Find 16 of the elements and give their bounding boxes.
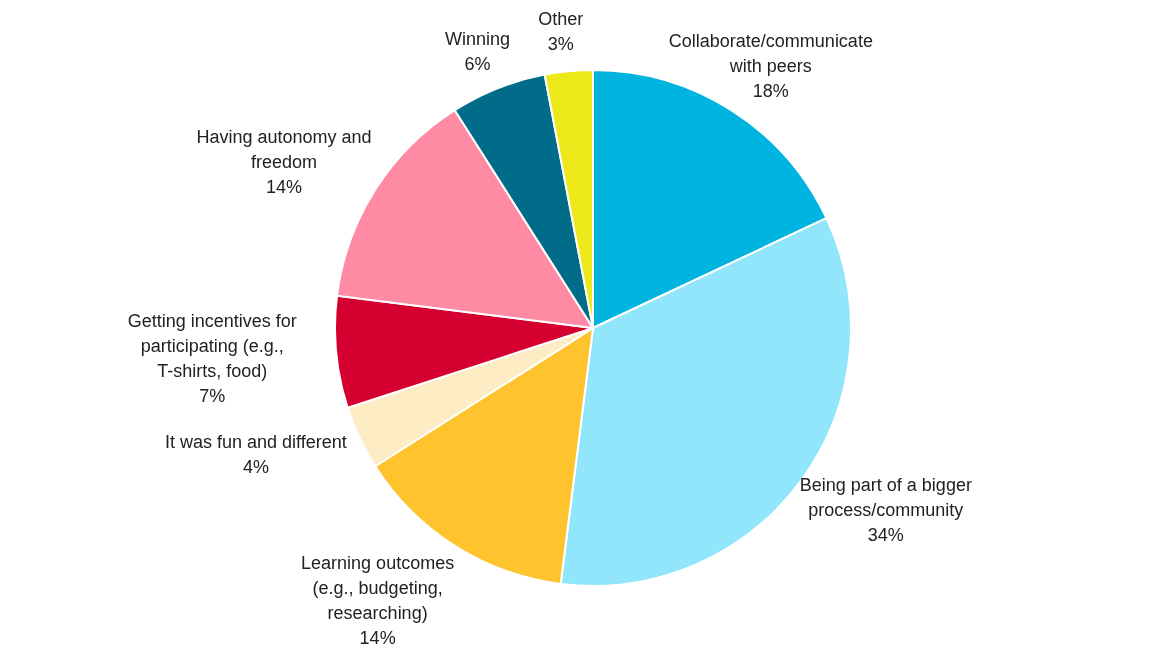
data-label: 6%: [464, 53, 491, 74]
data-label: 14%: [359, 627, 396, 648]
slice-label: It was fun and different: [165, 432, 347, 453]
data-label: 3%: [547, 34, 574, 55]
data-label: 4%: [242, 457, 269, 478]
data-label: 18%: [752, 81, 789, 102]
data-label: 7%: [199, 385, 226, 406]
data-label: 14%: [266, 176, 303, 197]
slice-label: Getting incentives for participating (e.g., T-shirts, food): [127, 310, 297, 381]
slice-label: Being part of a bigger process/community: [799, 475, 972, 521]
slice-label: Learning outcomes (e.g., budgeting, researching): [301, 552, 455, 623]
slice-label: Collaborate/communicate with peers: [668, 31, 873, 77]
slice-label: Other: [538, 9, 584, 30]
data-label: 34%: [867, 525, 904, 546]
slice-label: Winning: [445, 28, 511, 49]
slice-label: Having autonomy and freedom: [196, 126, 372, 172]
